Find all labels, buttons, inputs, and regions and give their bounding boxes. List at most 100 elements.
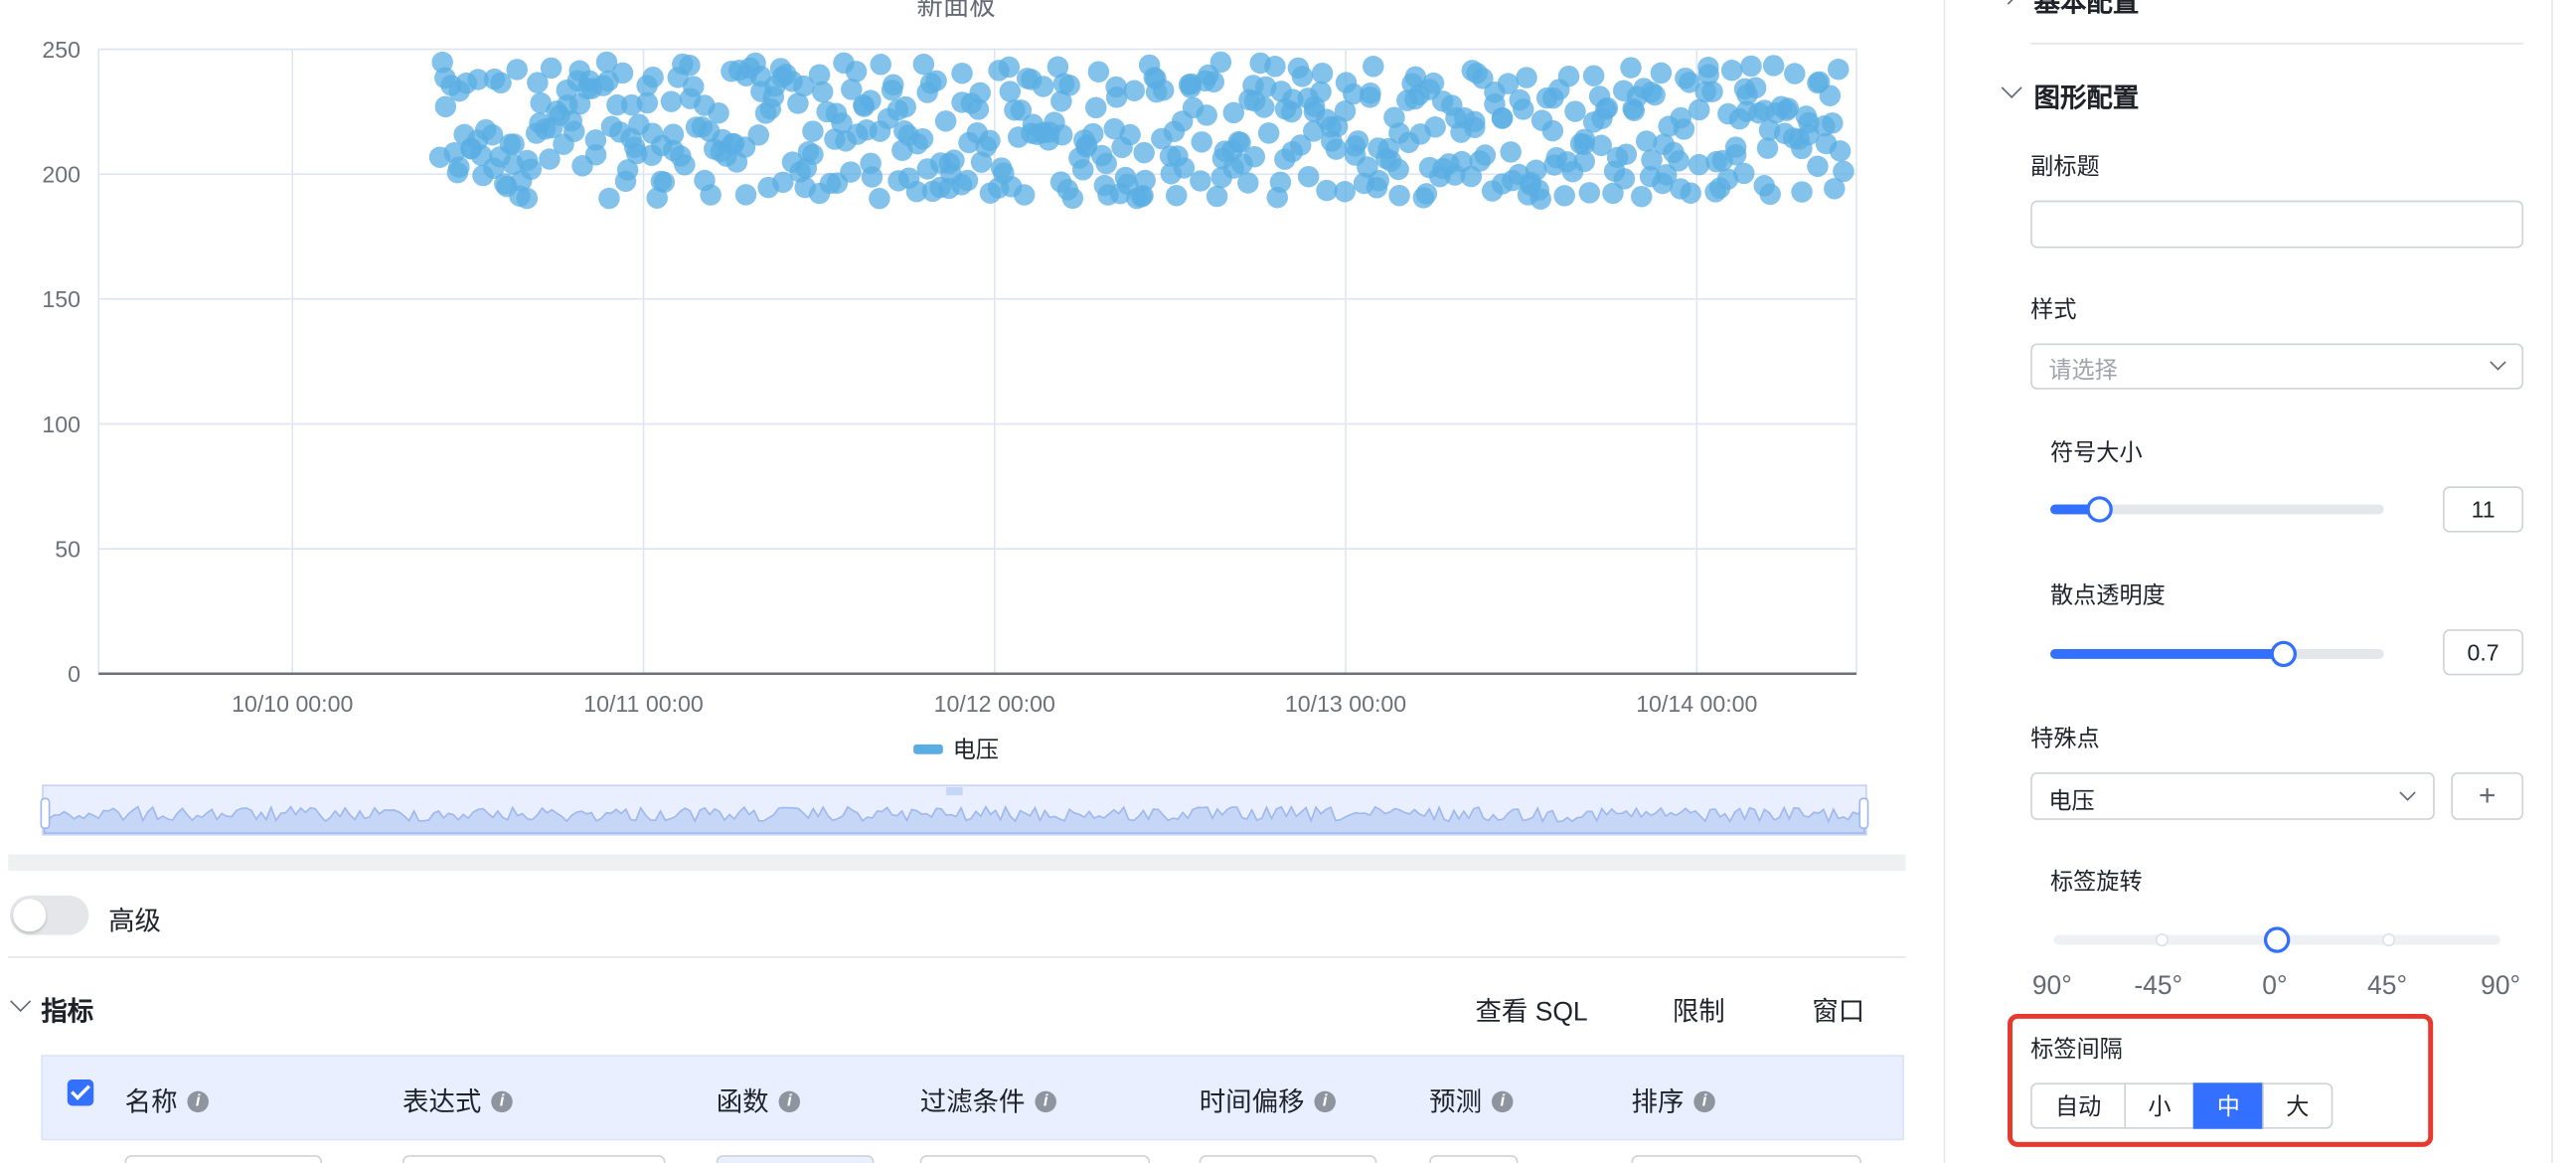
scatter-point[interactable] <box>467 69 489 90</box>
scatter-point[interactable] <box>861 166 884 188</box>
row-expression-input[interactable] <box>402 1155 666 1163</box>
scatter-point[interactable] <box>1829 140 1852 162</box>
scatter-point[interactable] <box>1460 165 1483 188</box>
scatter-point[interactable] <box>1209 51 1232 74</box>
scatter-point[interactable] <box>1688 153 1710 176</box>
scatter-point[interactable] <box>1311 62 1334 84</box>
label-interval-segmented[interactable]: 自动 小 中 大 <box>2030 1082 2334 1129</box>
scatter-point[interactable] <box>620 93 643 116</box>
scatter-point[interactable] <box>1516 67 1537 88</box>
scatter-point[interactable] <box>1655 164 1678 186</box>
scatter-point[interactable] <box>1630 185 1653 208</box>
scatter-point[interactable] <box>1415 183 1438 205</box>
scatter-point[interactable] <box>679 55 701 77</box>
scatter-point[interactable] <box>527 72 549 93</box>
scatter-point[interactable] <box>1282 88 1304 110</box>
scatter-point[interactable] <box>1061 187 1084 210</box>
scatter-point[interactable] <box>1368 169 1389 192</box>
row-offset-input[interactable] <box>1199 1155 1377 1163</box>
scatter-point[interactable] <box>1525 159 1547 182</box>
scatter-point[interactable] <box>1253 96 1275 118</box>
scatter-point[interactable] <box>1032 76 1054 97</box>
scatter-point[interactable] <box>1590 134 1612 157</box>
scatter-point[interactable] <box>1573 128 1596 151</box>
scatter-point[interactable] <box>905 181 928 203</box>
scatter-point[interactable] <box>520 158 543 181</box>
scatter-point[interactable] <box>969 82 991 104</box>
scatter-point[interactable] <box>481 123 504 146</box>
interval-option-small[interactable]: 小 <box>2124 1082 2195 1129</box>
scatter-point[interactable] <box>506 59 528 81</box>
scatter-point[interactable] <box>683 76 705 97</box>
scatter-point[interactable] <box>1243 145 1266 168</box>
scatter-point[interactable] <box>1641 149 1663 171</box>
scatter-point[interactable] <box>660 90 683 112</box>
scatter-point[interactable] <box>1343 83 1365 105</box>
scatter-point[interactable] <box>1334 100 1357 122</box>
scatter-point[interactable] <box>1269 171 1292 194</box>
scatter-point[interactable] <box>1196 104 1217 126</box>
scatter-point[interactable] <box>1191 131 1212 153</box>
scatter-point[interactable] <box>1289 134 1312 156</box>
scatter-point[interactable] <box>1679 72 1700 93</box>
scatter-point[interactable] <box>1615 143 1638 165</box>
scatter-point[interactable] <box>1050 123 1073 146</box>
advanced-toggle[interactable] <box>9 895 89 935</box>
interval-option-large[interactable]: 大 <box>2262 1082 2334 1129</box>
scatter-point[interactable] <box>448 156 470 178</box>
scatter-point[interactable] <box>1360 82 1381 104</box>
scatter-point[interactable] <box>911 127 934 150</box>
row-name-input[interactable] <box>124 1155 322 1163</box>
scatter-point[interactable] <box>1784 63 1806 84</box>
chart-legend[interactable]: 电压 <box>913 737 999 762</box>
scatter-point[interactable] <box>516 187 539 210</box>
scatter-point[interactable] <box>787 92 809 114</box>
scatter-point[interactable] <box>503 133 525 155</box>
info-icon[interactable]: i <box>778 1091 801 1113</box>
scatter-point[interactable] <box>1105 86 1128 108</box>
scatter-point[interactable] <box>1203 71 1225 93</box>
scatter-point[interactable] <box>1701 81 1723 102</box>
info-icon[interactable]: i <box>187 1091 209 1113</box>
scatter-point[interactable] <box>1206 185 1228 208</box>
scatter-point[interactable] <box>530 91 552 114</box>
scatter-point[interactable] <box>1166 184 1188 207</box>
scatter-point[interactable] <box>611 62 634 84</box>
scatter-point[interactable] <box>1824 178 1846 200</box>
info-icon[interactable]: i <box>1314 1091 1336 1113</box>
scatter-point[interactable] <box>1472 68 1494 89</box>
scatter-point[interactable] <box>1689 98 1710 121</box>
limit-button[interactable]: 限制 <box>1672 999 1725 1028</box>
scatter-point[interactable] <box>1497 73 1520 94</box>
scatter-point[interactable] <box>1564 100 1586 122</box>
scatter-point[interactable] <box>1491 107 1514 129</box>
scatter-point[interactable] <box>1724 136 1747 158</box>
scatter-point[interactable] <box>1578 182 1601 204</box>
scatter-point[interactable] <box>1732 162 1755 185</box>
symbol-size-thumb[interactable] <box>2087 496 2114 523</box>
scatter-point[interactable] <box>733 136 756 158</box>
interval-option-auto[interactable]: 自动 <box>2030 1082 2127 1129</box>
scatter-point[interactable] <box>1152 80 1175 101</box>
scatter-point[interactable] <box>662 123 685 145</box>
scatter-point[interactable] <box>1553 185 1575 207</box>
scatter-point[interactable] <box>1644 83 1666 106</box>
scatter-point[interactable] <box>1010 99 1033 121</box>
zoom-move-handle[interactable] <box>946 786 963 796</box>
scatter-point[interactable] <box>1474 144 1497 166</box>
scatter-point[interactable] <box>1582 65 1605 86</box>
scatter-point[interactable] <box>925 70 947 92</box>
scatter-point[interactable] <box>1424 116 1446 138</box>
scatter-point[interactable] <box>1807 155 1829 178</box>
interval-option-medium[interactable]: 中 <box>2192 1082 2264 1129</box>
scatter-point[interactable] <box>434 95 457 118</box>
scatter-point[interactable] <box>999 81 1022 102</box>
scatter-point[interactable] <box>606 93 628 116</box>
scatter-point[interactable] <box>595 51 618 74</box>
row-sort-input[interactable] <box>1631 1155 1861 1163</box>
scatter-point[interactable] <box>1119 123 1141 146</box>
scatter-point[interactable] <box>1363 56 1384 78</box>
info-icon[interactable]: i <box>1693 1091 1715 1113</box>
scatter-point[interactable] <box>1668 150 1690 172</box>
scatter-point[interactable] <box>1762 55 1785 77</box>
